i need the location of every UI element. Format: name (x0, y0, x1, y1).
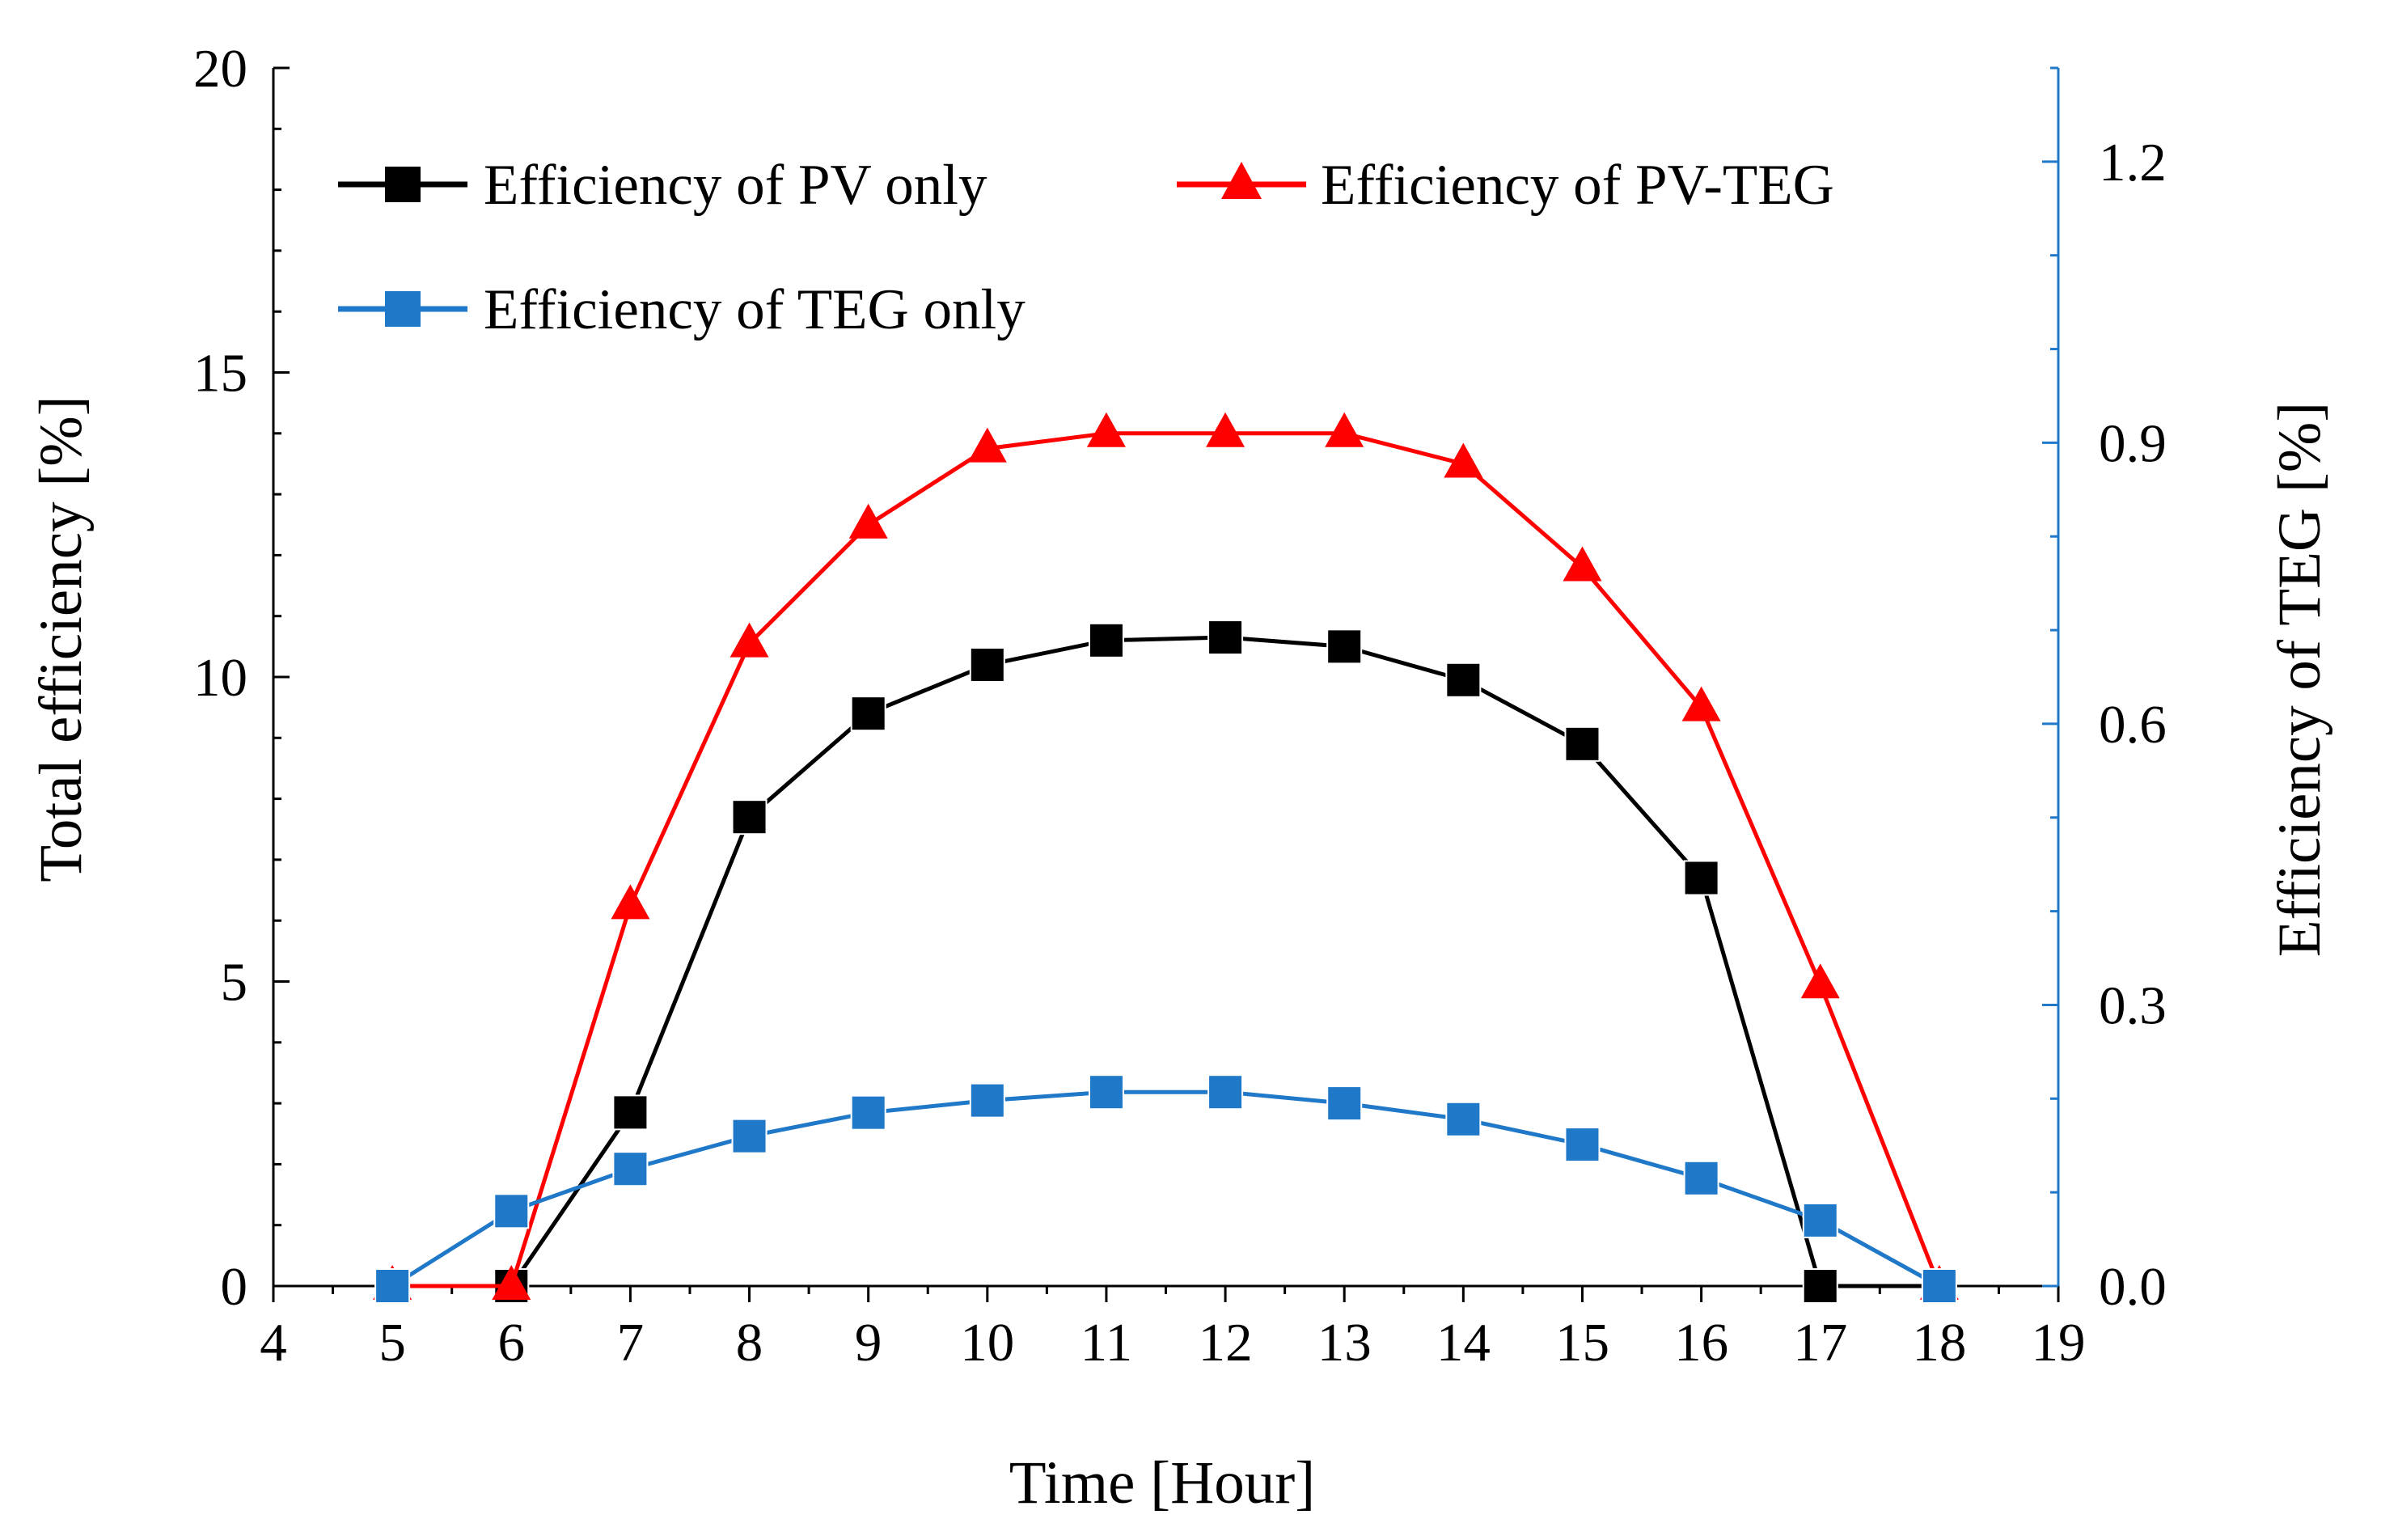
data-point-efficiency-of-teg-only (1802, 1202, 1838, 1238)
x-tick-label: 8 (736, 1313, 763, 1373)
data-point-efficiency-of-pv-teg (1563, 546, 1602, 582)
legend-item-pv-only: Efficiency of PV only (338, 154, 988, 217)
data-point-efficiency-of-teg-only (1683, 1160, 1719, 1196)
legend-label-teg-only: Efficiency of TEG only (484, 278, 1026, 341)
data-point-efficiency-of-pv-only (1683, 860, 1719, 896)
data-point-efficiency-of-pv-teg (1325, 412, 1364, 447)
legend-marker-pv-teg (1221, 162, 1262, 199)
data-point-efficiency-of-pv-teg (1206, 412, 1245, 447)
x-tick-label: 9 (855, 1313, 882, 1373)
x-axis-title: Time [Hour] (1009, 1449, 1315, 1517)
data-point-efficiency-of-teg-only (493, 1193, 530, 1229)
data-point-efficiency-of-pv-teg (1681, 686, 1721, 721)
data-point-efficiency-of-teg-only (1921, 1268, 1957, 1304)
series-line-efficiency-of-pv-teg (392, 431, 1942, 1288)
data-point-efficiency-of-teg-only (1564, 1127, 1601, 1163)
y2-tick-label: 0.9 (2099, 413, 2167, 473)
data-point-efficiency-of-teg-only (1088, 1074, 1124, 1111)
ticks: 4 5 6 7 8 9 10 11 12 13 14 15 16 17 18 19 0 5 10 15 20 0.0 0.3… (193, 39, 2167, 1373)
data-point-efficiency-of-pv-only (850, 696, 886, 732)
series-line-efficiency-of-pv-only (392, 635, 1939, 1288)
legend-item-pv-teg: Efficiency of PV-TEG (1177, 154, 1834, 217)
data-point-efficiency-of-pv-only (612, 1094, 649, 1131)
data-point-efficiency-of-teg-only (1326, 1085, 1363, 1122)
data-point-efficiency-of-pv-only (1207, 620, 1244, 656)
legend-marker-teg-only (385, 291, 421, 327)
x-tick-label: 18 (1912, 1313, 1966, 1373)
y-axis-title: Total efficiency [%] (27, 396, 95, 882)
series-layer (373, 412, 1959, 1304)
data-point-efficiency-of-pv-only (1445, 662, 1482, 698)
y-tick-label: 15 (193, 344, 247, 404)
x-tick-label: 7 (617, 1313, 645, 1373)
legend: Efficiency of PV only Efficiency of PV-T… (338, 154, 1834, 341)
data-point-efficiency-of-teg-only (969, 1082, 1005, 1119)
y-tick-label: 10 (193, 648, 247, 708)
data-point-efficiency-of-teg-only (1445, 1101, 1482, 1137)
legend-label-pv-teg: Efficiency of PV-TEG (1321, 154, 1834, 217)
x-tick-label: 10 (960, 1313, 1014, 1373)
data-point-efficiency-of-pv-teg (611, 884, 650, 920)
data-point-efficiency-of-teg-only (850, 1094, 886, 1131)
data-point-efficiency-of-pv-teg (1800, 963, 1840, 999)
y-tick-label: 0 (221, 1257, 248, 1317)
data-point-efficiency-of-pv-only (731, 799, 768, 836)
data-point-efficiency-of-pv-teg (967, 427, 1007, 463)
x-tick-label: 4 (260, 1313, 287, 1373)
x-tick-label: 17 (1793, 1313, 1847, 1373)
data-point-efficiency-of-teg-only (731, 1118, 768, 1154)
x-tick-label: 5 (379, 1313, 406, 1373)
x-tick-label: 12 (1199, 1313, 1253, 1373)
data-point-efficiency-of-pv-teg (1444, 442, 1483, 478)
x-tick-label: 15 (1555, 1313, 1609, 1373)
series-line-efficiency-of-teg-only (391, 1089, 1941, 1288)
data-point-efficiency-of-teg-only (374, 1268, 411, 1304)
data-point-efficiency-of-teg-only (1207, 1074, 1244, 1111)
data-point-efficiency-of-pv-only (1564, 726, 1601, 762)
data-point-efficiency-of-pv-only (969, 646, 1005, 683)
data-point-efficiency-of-pv-only (1088, 622, 1124, 658)
x-tick-label: 13 (1317, 1313, 1372, 1373)
y2-tick-label: 0.0 (2099, 1257, 2167, 1317)
data-point-efficiency-of-teg-only (612, 1151, 649, 1187)
data-point-efficiency-of-pv-teg (1086, 412, 1126, 447)
x-tick-label: 14 (1436, 1313, 1491, 1373)
x-tick-label: 6 (498, 1313, 526, 1373)
y-tick-label: 5 (221, 953, 248, 1013)
y2-axis-title: Efficiency of TEG [%] (2266, 402, 2333, 958)
legend-marker-pv-only (385, 167, 421, 202)
legend-label-pv-only: Efficiency of PV only (484, 154, 988, 217)
data-point-efficiency-of-pv-only (1326, 628, 1363, 665)
data-point-efficiency-of-pv-only (1802, 1268, 1838, 1304)
data-point-efficiency-of-pv-teg (492, 1265, 531, 1300)
y-tick-label: 20 (193, 39, 247, 99)
y2-tick-label: 1.2 (2099, 133, 2167, 192)
data-point-efficiency-of-pv-teg (730, 622, 769, 658)
x-tick-label: 11 (1081, 1313, 1133, 1373)
y2-tick-label: 0.3 (2099, 975, 2167, 1035)
y2-tick-label: 0.6 (2099, 695, 2167, 755)
x-tick-label: 19 (2032, 1313, 2086, 1373)
x-tick-label: 16 (1674, 1313, 1728, 1373)
legend-item-teg-only: Efficiency of TEG only (338, 278, 1026, 341)
data-point-efficiency-of-pv-teg (848, 503, 888, 539)
